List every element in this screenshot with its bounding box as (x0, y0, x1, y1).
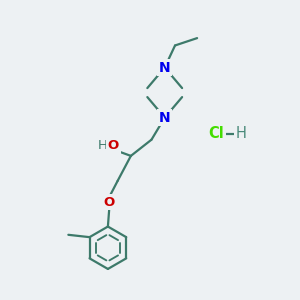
Text: O: O (108, 139, 119, 152)
Text: Cl: Cl (208, 126, 224, 141)
Text: N: N (159, 111, 170, 124)
Text: N: N (159, 61, 170, 75)
Text: H: H (236, 126, 247, 141)
Text: O: O (104, 196, 115, 208)
Text: H: H (98, 139, 107, 152)
